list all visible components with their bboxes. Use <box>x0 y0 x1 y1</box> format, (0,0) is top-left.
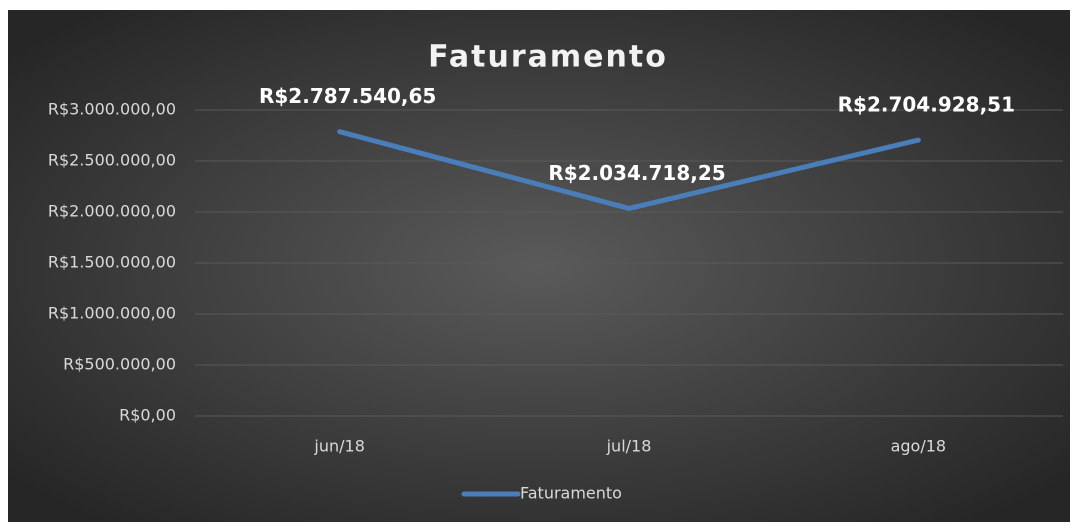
chart-background <box>8 10 1070 522</box>
y-tick-label: R$2.500.000,00 <box>48 151 176 170</box>
data-line <box>337 129 921 211</box>
data-label: R$2.704.928,51 <box>838 93 1015 117</box>
y-tick-label: R$1.500.000,00 <box>48 253 176 272</box>
y-tick-label: R$3.000.000,00 <box>48 100 176 119</box>
y-tick-label: R$1.000.000,00 <box>48 304 176 323</box>
data-label: R$2.034.718,25 <box>548 161 725 185</box>
chart-title: Faturamento <box>428 40 668 75</box>
x-tick-label: jul/18 <box>606 437 652 456</box>
legend-label: Faturamento <box>520 484 622 503</box>
y-tick-label: R$0,00 <box>119 406 176 425</box>
x-tick-label: ago/18 <box>891 437 947 456</box>
x-tick-label: jun/18 <box>313 437 364 456</box>
data-label: R$2.787.540,65 <box>259 84 436 108</box>
y-tick-label: R$2.000.000,00 <box>48 202 176 221</box>
y-tick-label: R$500.000,00 <box>63 355 176 374</box>
